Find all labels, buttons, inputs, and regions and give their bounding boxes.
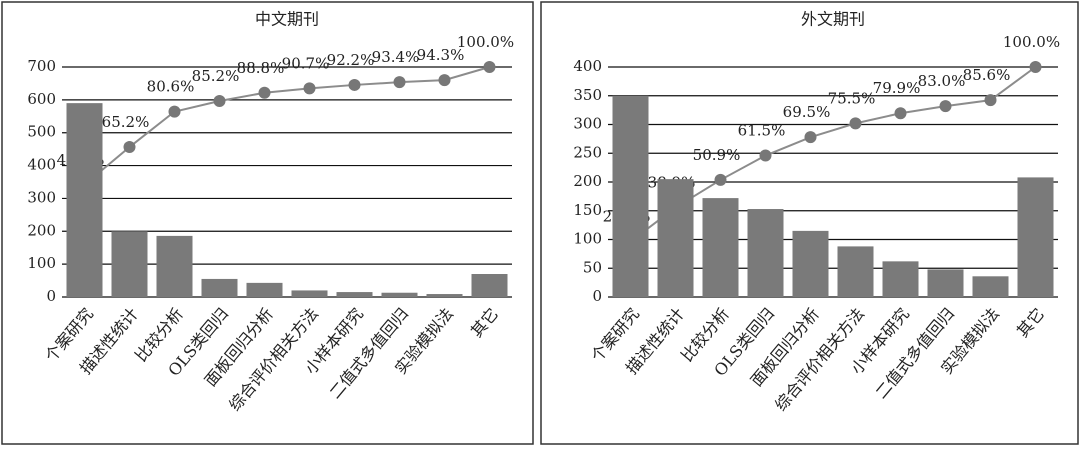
data-label: 75.5% — [828, 89, 876, 107]
y-tick-label: 50 — [583, 258, 602, 276]
line-marker — [213, 95, 226, 108]
y-tick-label: 200 — [27, 221, 56, 239]
y-tick-label: 300 — [573, 115, 602, 133]
x-tick-label: 二值式多值回归 — [871, 304, 958, 402]
bar — [792, 230, 829, 297]
bar — [747, 209, 784, 297]
panel-border — [1, 1, 534, 445]
line-marker — [258, 86, 271, 99]
y-tick-label: 400 — [573, 57, 602, 75]
data-label: 50.9% — [693, 146, 741, 164]
y-tick-label: 0 — [592, 287, 602, 305]
line-marker — [348, 78, 361, 91]
bar — [882, 261, 919, 297]
data-label: 65.2% — [102, 113, 150, 131]
cumulative-line — [83, 66, 490, 186]
line-marker — [894, 107, 907, 120]
data-label: 90.7% — [282, 54, 330, 72]
line-marker — [393, 76, 406, 89]
y-tick-label: 700 — [27, 57, 56, 75]
bar — [657, 179, 694, 297]
cumulative-line — [629, 66, 1037, 243]
line-marker — [483, 61, 496, 73]
data-label: 79.9% — [873, 79, 921, 97]
line-marker — [714, 173, 727, 186]
data-label: 100.0% — [1003, 33, 1060, 51]
line-marker — [123, 141, 136, 154]
data-label: 93.4% — [372, 48, 420, 66]
y-tick-label: 300 — [27, 188, 56, 206]
y-tick-label: 200 — [573, 172, 602, 190]
bar — [972, 276, 1009, 297]
chart-title: 外文期刊 — [801, 10, 865, 29]
data-label: 69.5% — [783, 103, 831, 121]
line-marker — [939, 100, 952, 113]
data-label: 83.0% — [918, 72, 966, 90]
y-tick-label: 600 — [27, 90, 56, 108]
line-marker — [303, 82, 316, 95]
line-marker — [759, 149, 772, 162]
bar — [381, 292, 418, 297]
y-tick-label: 100 — [27, 254, 56, 272]
data-label: 85.6% — [963, 66, 1011, 84]
data-label: 88.8% — [237, 59, 285, 77]
bar — [156, 235, 193, 297]
data-label: 85.2% — [192, 67, 240, 85]
bar — [291, 290, 328, 297]
data-label: 92.2% — [327, 51, 375, 69]
bar — [246, 282, 283, 297]
line-marker — [804, 131, 817, 144]
line-marker — [1029, 61, 1042, 73]
bar — [927, 269, 964, 297]
y-tick-label: 400 — [27, 156, 56, 174]
line-marker — [168, 105, 181, 118]
bar — [612, 95, 649, 297]
bar — [66, 103, 103, 298]
line-marker — [984, 94, 997, 107]
x-tick-label: 其它 — [467, 304, 502, 341]
y-tick-label: 150 — [573, 201, 602, 219]
bar — [111, 231, 148, 297]
x-tick-label: 二值式多值回归 — [325, 304, 412, 402]
bar — [426, 294, 463, 297]
bar — [837, 246, 874, 297]
data-label: 80.6% — [147, 78, 195, 96]
y-tick-label: 500 — [27, 123, 56, 141]
line-marker — [849, 117, 862, 130]
bar — [1017, 177, 1054, 297]
chart-title: 中文期刊 — [255, 10, 319, 29]
panel-border — [540, 1, 1079, 445]
y-tick-label: 250 — [573, 143, 602, 161]
y-tick-label: 0 — [46, 287, 56, 305]
y-tick-label: 350 — [573, 86, 602, 104]
line-marker — [438, 74, 451, 87]
bar — [336, 292, 373, 297]
bar — [201, 278, 238, 297]
bar — [471, 274, 508, 297]
data-label: 61.5% — [738, 122, 786, 140]
y-tick-label: 100 — [573, 230, 602, 248]
data-label: 100.0% — [457, 33, 514, 51]
bar — [702, 198, 739, 297]
data-label: 94.3% — [417, 46, 465, 64]
x-tick-label: 其它 — [1013, 304, 1048, 341]
